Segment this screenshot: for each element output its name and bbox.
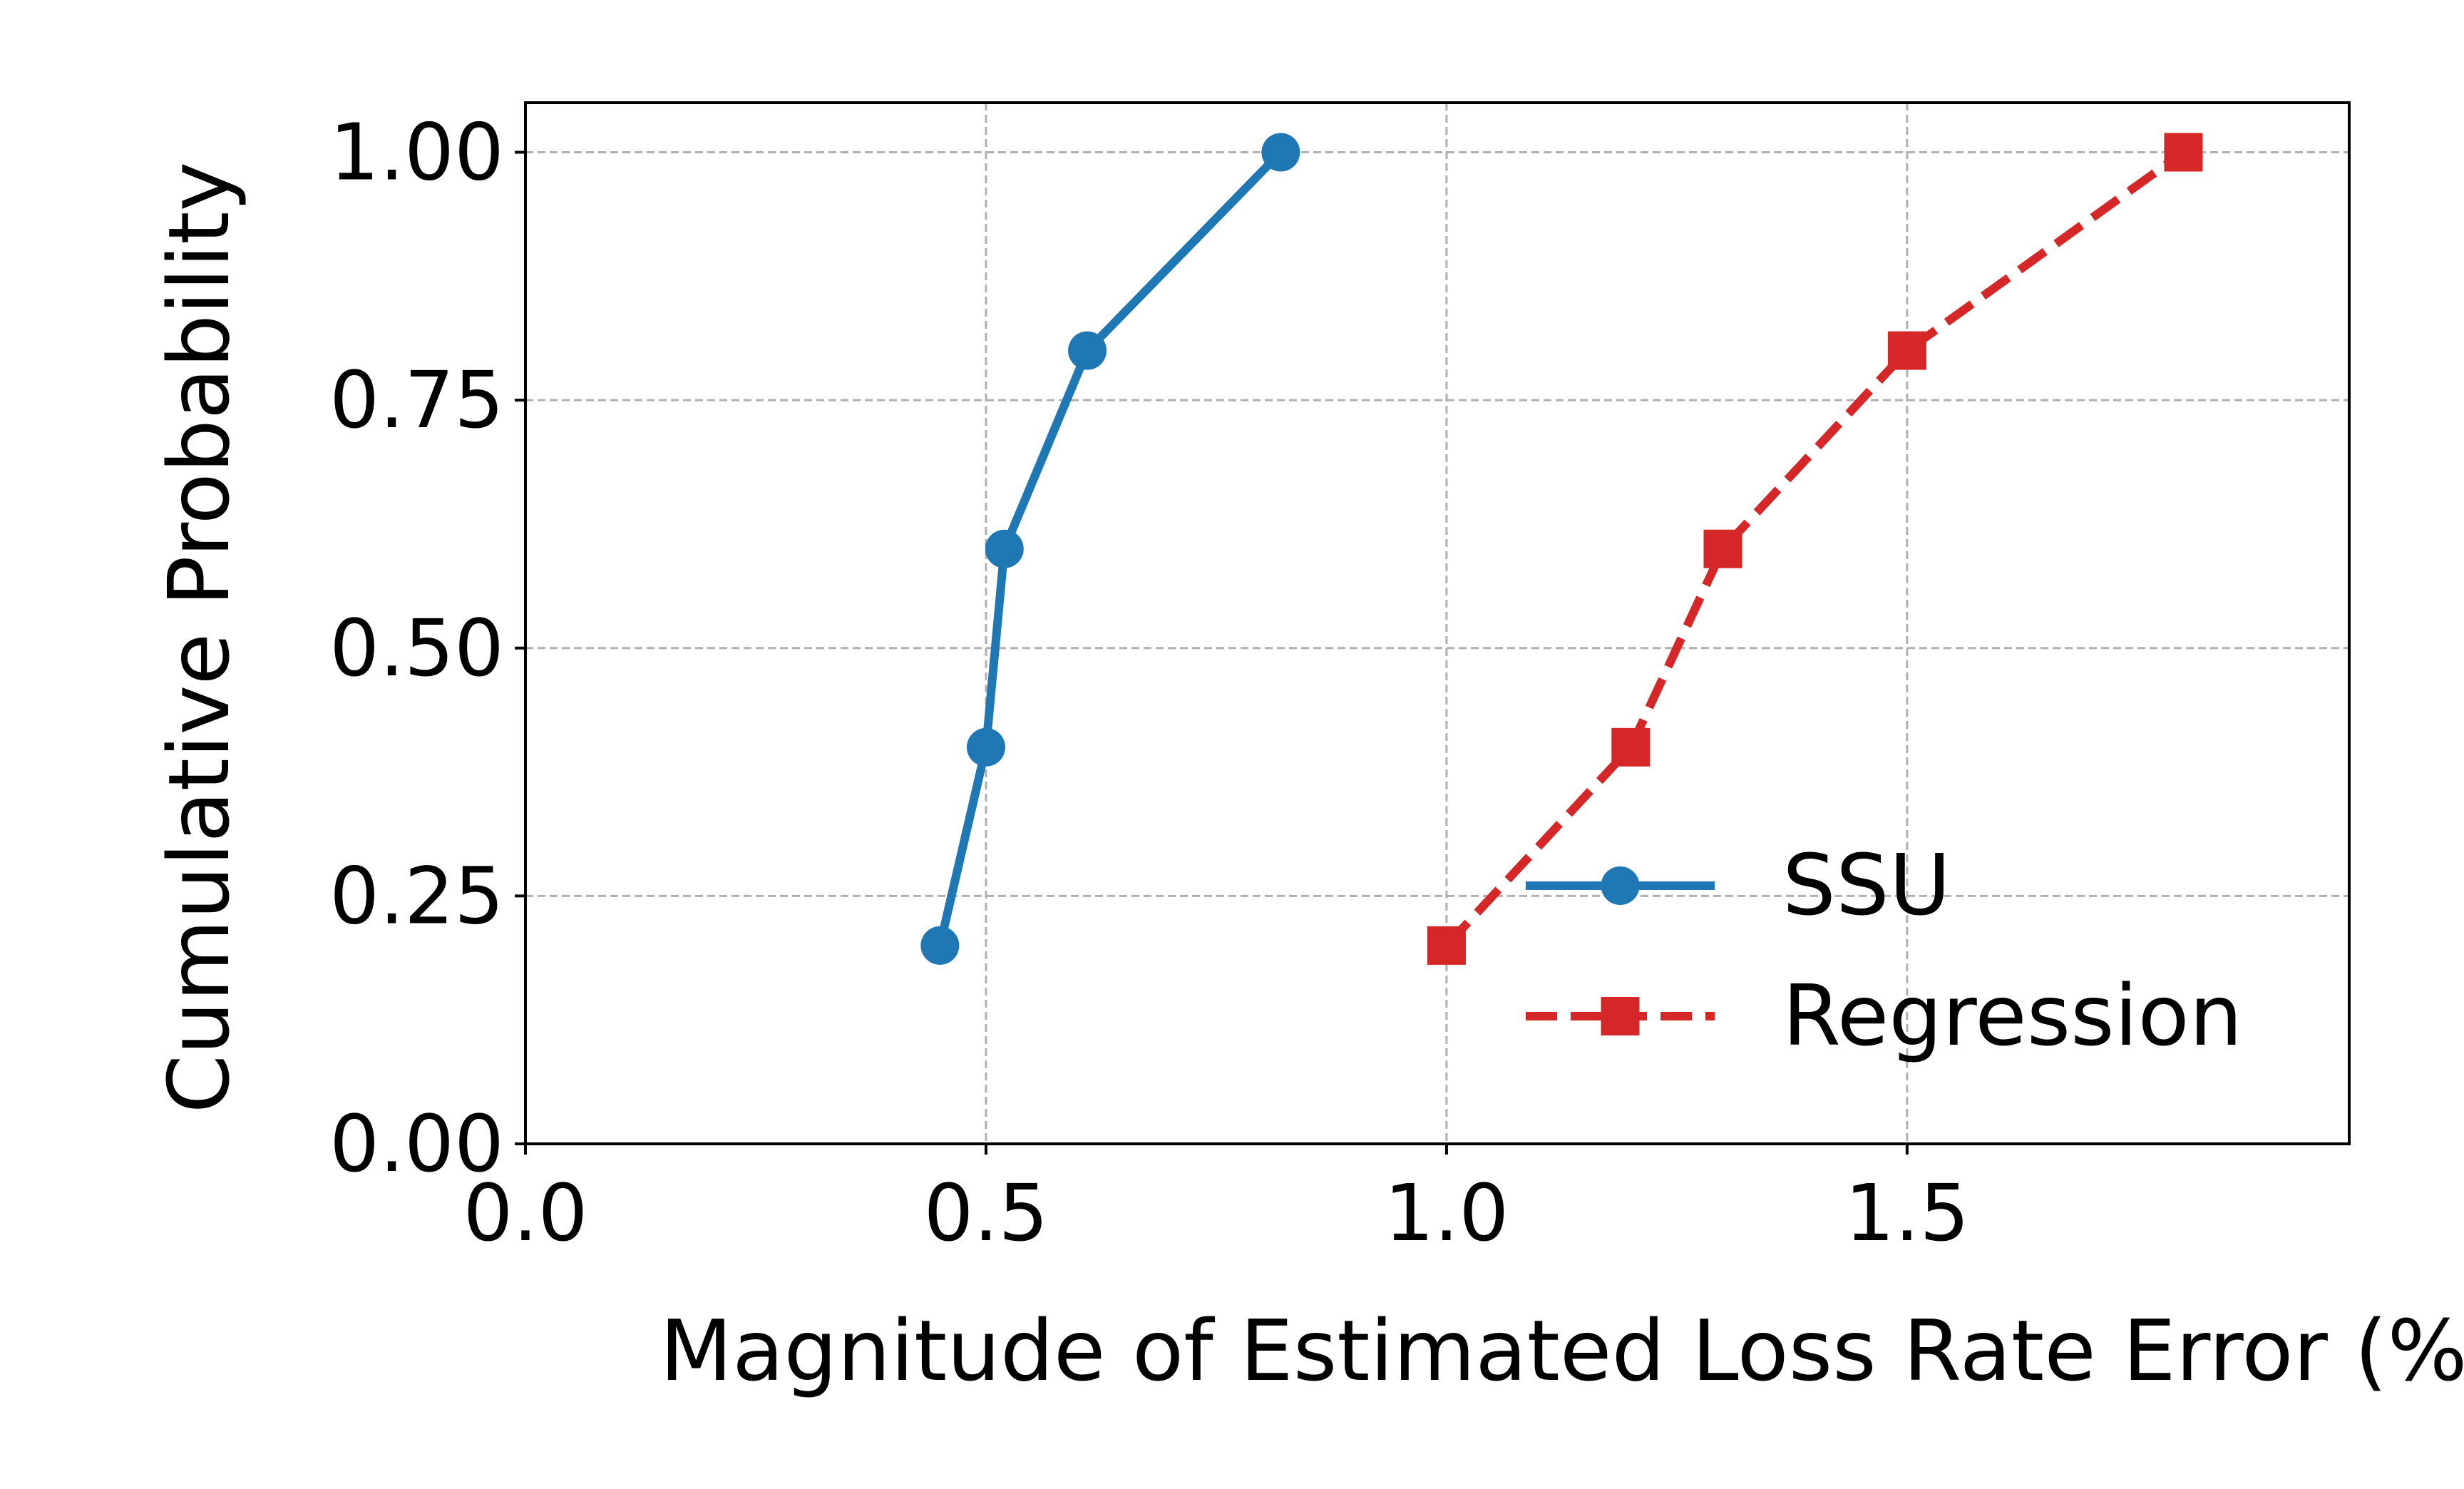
- plot-frame: [524, 101, 2351, 1145]
- data-point-regression: [1887, 331, 1926, 370]
- y-axis-label: Cumulative Probability: [150, 162, 248, 1114]
- x-tick-label: 1.5: [1844, 1167, 1969, 1259]
- legend-marker-regression: [1601, 997, 1640, 1035]
- y-tick-label: 1.00: [329, 107, 504, 198]
- data-point-regression: [1427, 926, 1466, 965]
- data-point-ssu: [985, 529, 1024, 568]
- data-point-ssu: [966, 727, 1005, 767]
- data-point-ssu: [1068, 331, 1107, 370]
- x-tick-label: 1.0: [1384, 1167, 1509, 1259]
- legend-label-regression: Regression: [1782, 966, 2242, 1065]
- data-point-regression: [1611, 727, 1651, 767]
- y-tick-label: 0.00: [329, 1098, 504, 1189]
- x-axis-label: Magnitude of Estimated Loss Rate Error (…: [659, 1301, 2464, 1400]
- axis-ticks: 0.0 0.5 1.0 1.5 0.00 0.25 0.50 0.75 1.00: [329, 107, 1969, 1259]
- y-tick-label: 0.25: [329, 850, 504, 941]
- data-point-ssu: [920, 926, 960, 965]
- y-tick-label: 0.50: [329, 603, 504, 694]
- legend: SSU Regression: [1526, 836, 2242, 1065]
- data-point-regression: [2164, 133, 2203, 172]
- data-point-regression: [1703, 529, 1742, 568]
- x-tick-label: 0.0: [463, 1167, 588, 1259]
- series-line-regression: [1443, 148, 2186, 948]
- legend-label-ssu: SSU: [1782, 836, 1951, 934]
- plot-series: [920, 133, 2203, 965]
- data-point-ssu: [1261, 133, 1300, 172]
- y-tick-label: 0.75: [329, 354, 504, 446]
- x-tick-label: 0.5: [923, 1167, 1048, 1259]
- legend-marker-ssu: [1601, 866, 1640, 905]
